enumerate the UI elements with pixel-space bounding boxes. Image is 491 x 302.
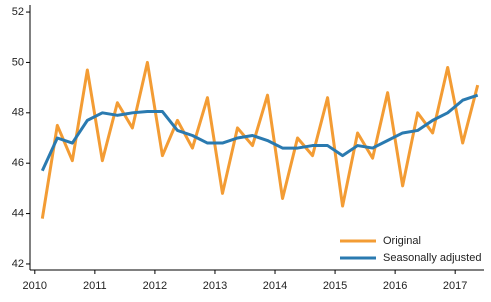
x-tick-label: 2013: [203, 280, 227, 292]
x-tick-label: 2016: [383, 280, 407, 292]
legend-label: Original: [383, 235, 421, 247]
y-tick-label: 52: [12, 6, 24, 18]
y-tick-label: 50: [12, 56, 24, 68]
y-tick-label: 44: [12, 207, 24, 219]
x-tick-label: 2010: [23, 280, 47, 292]
x-tick-label: 2011: [83, 280, 107, 292]
series-line: [40, 93, 479, 172]
x-tick-label: 2017: [443, 280, 467, 292]
series-line: [40, 60, 480, 219]
x-tick-label: 2014: [263, 280, 287, 292]
legend-label: Seasonally adjusted: [383, 252, 481, 264]
y-tick-label: 42: [12, 258, 24, 270]
y-tick-label: 46: [12, 157, 24, 169]
x-tick-label: 2015: [323, 280, 347, 292]
x-tick-label: 2012: [143, 280, 167, 292]
y-tick-label: 48: [12, 107, 24, 119]
